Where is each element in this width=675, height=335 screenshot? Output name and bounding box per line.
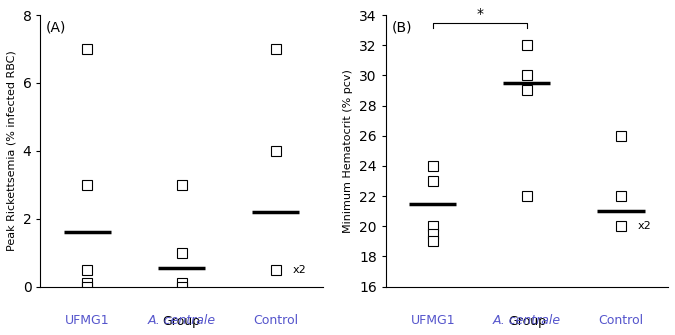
Text: UFMG1: UFMG1 [65,314,110,327]
Text: Control: Control [253,314,298,327]
Text: A. centrale: A. centrale [493,314,561,327]
X-axis label: Group: Group [163,315,200,328]
Text: x2: x2 [292,265,306,275]
Text: (B): (B) [392,20,412,35]
Text: (A): (A) [46,20,66,35]
Text: *: * [477,7,483,21]
Y-axis label: Peak Rickettsemia (% infected RBC): Peak Rickettsemia (% infected RBC) [7,51,17,251]
Text: x2: x2 [638,221,651,231]
Text: Control: Control [599,314,643,327]
Text: A. centrale: A. centrale [147,314,215,327]
X-axis label: Group: Group [508,315,546,328]
Y-axis label: Minimum Hematocrit (% pcv): Minimum Hematocrit (% pcv) [344,69,354,233]
Text: UFMG1: UFMG1 [410,314,455,327]
